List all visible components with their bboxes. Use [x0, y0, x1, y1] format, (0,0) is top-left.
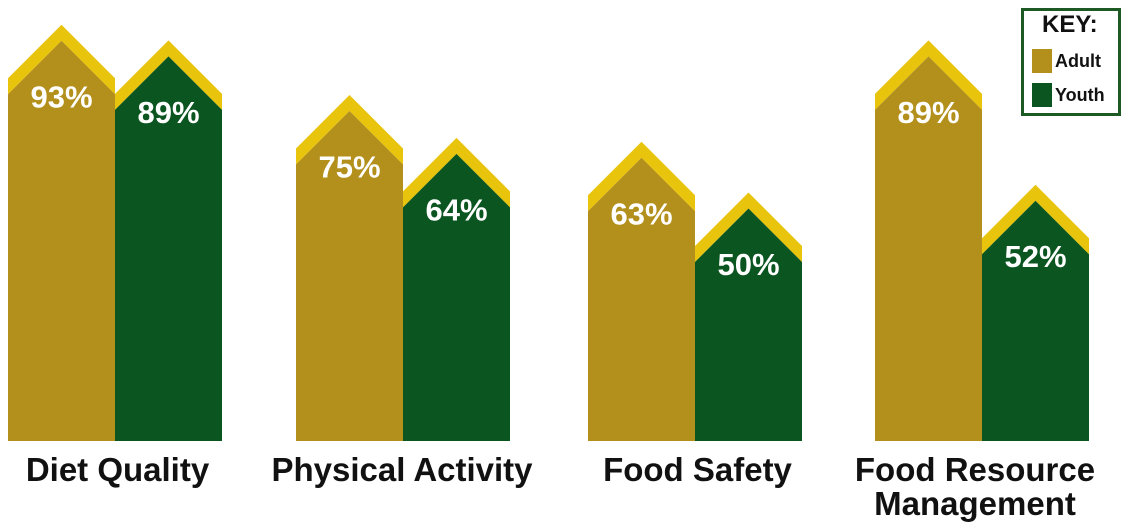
value-label-food-safety-youth: 50%: [717, 247, 779, 282]
bar-cap-physical-activity-youth: [403, 137, 510, 208]
value-label-food-resource-management-adult: 89%: [897, 95, 959, 130]
chart-plot: 93% 89% 75% 64% 63% 50% 89% 52%: [8, 24, 1089, 442]
bar-cap-food-resource-management-adult: [875, 40, 982, 110]
bar-cap-physical-activity-adult: [296, 95, 403, 165]
bar-physical-activity-adult: [296, 111, 403, 441]
category-label-food-safety: Food Safety: [603, 451, 792, 488]
value-label-physical-activity-adult: 75%: [318, 150, 380, 185]
bar-diet-quality-youth: [115, 56, 222, 442]
bar-cap-food-safety-youth: [695, 192, 802, 262]
bar-food-resource-management-youth: [982, 200, 1089, 441]
value-label-diet-quality-adult: 93%: [30, 79, 92, 114]
bar-cap-food-safety-adult: [588, 141, 695, 212]
bar-food-safety-youth: [695, 208, 802, 441]
category-label-diet-quality: Diet Quality: [25, 451, 210, 488]
bar-cap-diet-quality-adult: [8, 24, 115, 95]
bar-diet-quality-adult: [8, 40, 115, 442]
category-label-physical-activity: Physical Activity: [271, 451, 533, 488]
value-label-diet-quality-youth: 89%: [137, 95, 199, 130]
value-label-physical-activity-youth: 64%: [425, 192, 487, 227]
bar-physical-activity-youth: [403, 153, 510, 441]
value-label-food-safety-adult: 63%: [610, 196, 672, 231]
legend-label-youth: Youth: [1055, 85, 1105, 105]
bar-food-resource-management-adult: [875, 56, 982, 442]
legend-swatch-youth: [1032, 83, 1052, 107]
category-label-food-resource-management: Food Resource Management: [854, 451, 1096, 522]
legend-label-adult: Adult: [1055, 51, 1101, 71]
value-label-food-resource-management-youth: 52%: [1004, 239, 1066, 274]
bar-cap-food-resource-management-youth: [982, 184, 1089, 255]
bar-food-safety-adult: [588, 157, 695, 442]
legend-title: KEY:: [1042, 11, 1098, 38]
legend: KEY: Adult Youth: [1021, 8, 1121, 116]
bar-cap-diet-quality-youth: [115, 40, 222, 110]
legend-swatch-adult: [1032, 49, 1052, 73]
